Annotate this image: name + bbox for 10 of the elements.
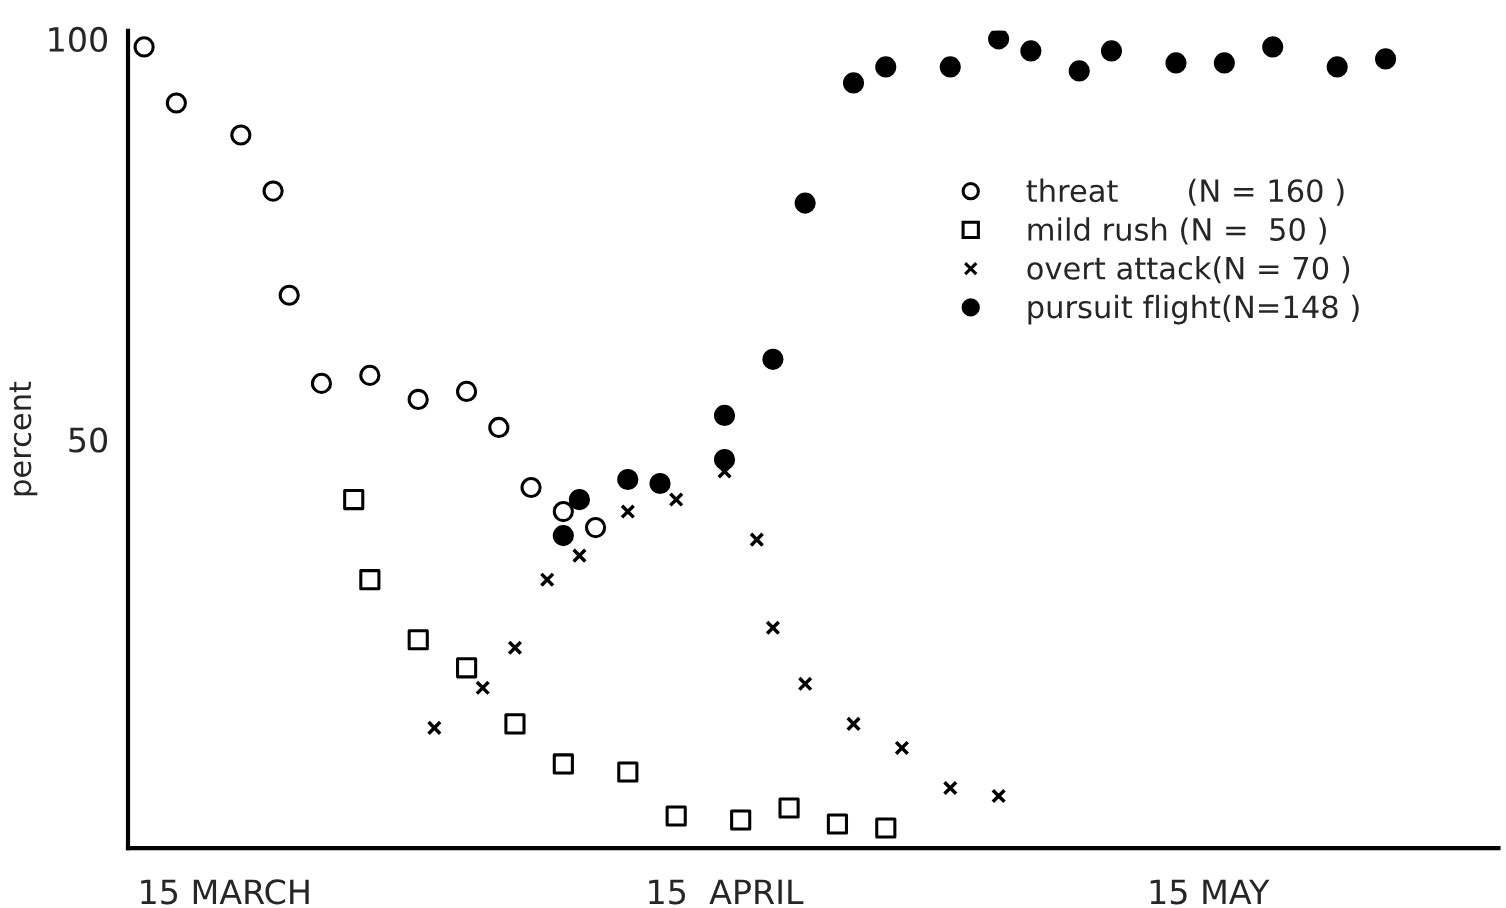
y-tick-label: 100 (49, 26, 108, 53)
legend-label: overt attack(N = 70 ) (1027, 256, 1350, 284)
legend-label: pursuit flight(N=148 ) (1028, 294, 1359, 325)
legend-label: mild rush (N = 50 ) (1028, 217, 1326, 245)
y-tick-label: 50 (69, 427, 108, 453)
x-tick-label: 15 MAY (1150, 879, 1270, 905)
x-tick-label: 15 APRIL (649, 879, 804, 905)
y-axis-title: percent (9, 381, 38, 496)
legend-label: threat (N = 160 ) (1026, 178, 1344, 206)
x-tick-label: 15 MARCH (141, 879, 309, 905)
